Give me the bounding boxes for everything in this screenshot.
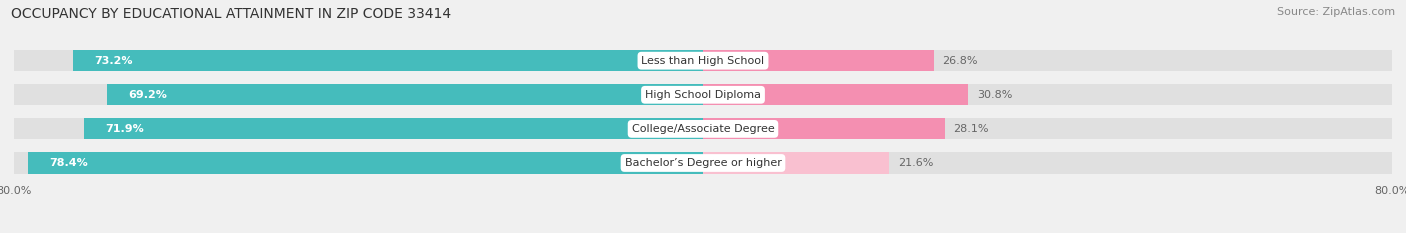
Text: College/Associate Degree: College/Associate Degree [631, 124, 775, 134]
Bar [28, 152, 703, 174]
Text: 28.1%: 28.1% [953, 124, 988, 134]
Text: 26.8%: 26.8% [942, 56, 979, 66]
Bar [14, 118, 1392, 140]
Bar [84, 118, 703, 140]
Text: OCCUPANCY BY EDUCATIONAL ATTAINMENT IN ZIP CODE 33414: OCCUPANCY BY EDUCATIONAL ATTAINMENT IN Z… [11, 7, 451, 21]
Text: High School Diploma: High School Diploma [645, 90, 761, 100]
Legend: Owner-occupied, Renter-occupied: Owner-occupied, Renter-occupied [582, 230, 824, 233]
Text: 73.2%: 73.2% [94, 56, 132, 66]
Text: 78.4%: 78.4% [49, 158, 89, 168]
Bar [14, 50, 1392, 71]
Bar [703, 152, 889, 174]
Bar [73, 50, 703, 71]
Text: Source: ZipAtlas.com: Source: ZipAtlas.com [1277, 7, 1395, 17]
Text: 30.8%: 30.8% [977, 90, 1012, 100]
Bar [107, 84, 703, 105]
Bar [703, 118, 945, 140]
Text: Less than High School: Less than High School [641, 56, 765, 66]
Bar [703, 50, 934, 71]
Text: 71.9%: 71.9% [105, 124, 143, 134]
Bar [14, 152, 1392, 174]
Text: 69.2%: 69.2% [128, 90, 167, 100]
Text: 21.6%: 21.6% [897, 158, 934, 168]
Bar [14, 84, 1392, 105]
Text: Bachelor’s Degree or higher: Bachelor’s Degree or higher [624, 158, 782, 168]
Bar [703, 84, 969, 105]
